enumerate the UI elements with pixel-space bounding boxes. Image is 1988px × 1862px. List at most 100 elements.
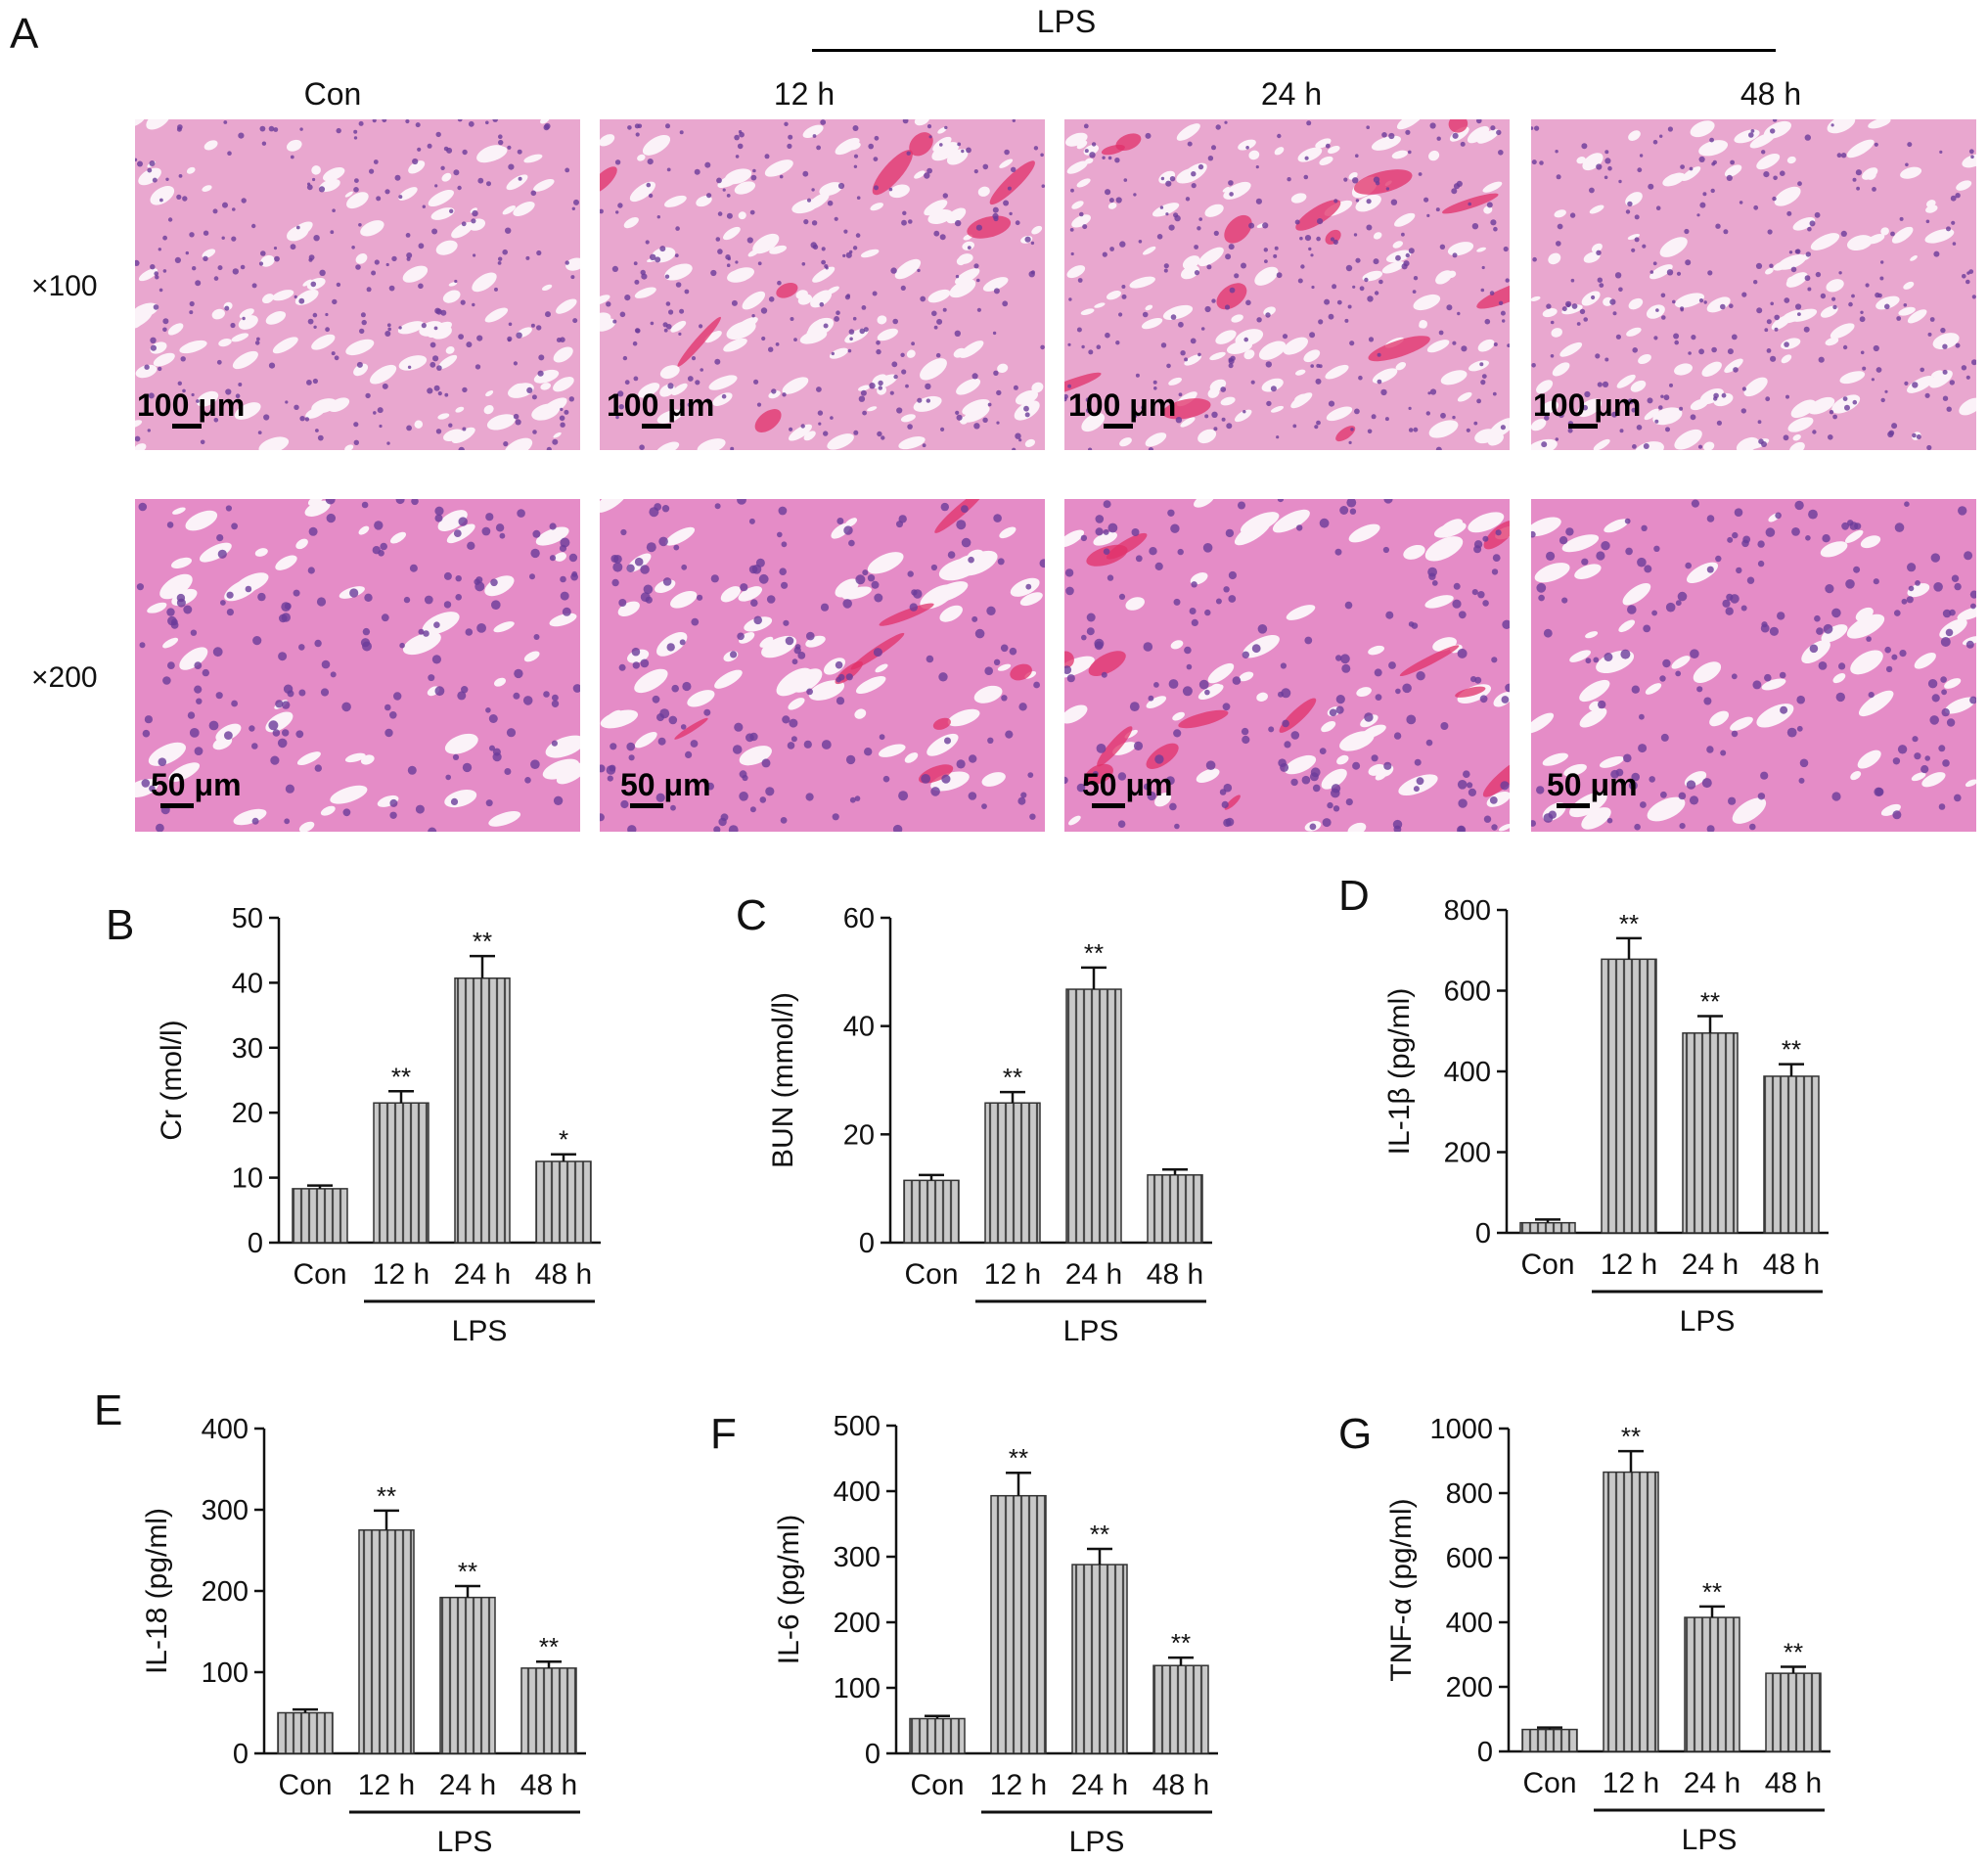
significance-mark: ** xyxy=(458,1557,477,1586)
micrograph-x200-48h xyxy=(1531,499,1976,832)
y-tick-label: 40 xyxy=(843,1012,875,1043)
bar-48h xyxy=(1763,1075,1820,1234)
x-tick-label: Con xyxy=(293,1258,346,1291)
x-tick-label: 48 h xyxy=(520,1769,577,1801)
bar-48h xyxy=(520,1667,577,1754)
y-tick-label: 30 xyxy=(232,1033,263,1065)
x-tick-label: 24 h xyxy=(1682,1249,1739,1281)
scale-bar-x200-con: 50 μm xyxy=(151,767,242,808)
group-label: LPS xyxy=(1069,1826,1125,1858)
x-tick-label: 24 h xyxy=(454,1258,511,1291)
x-tick-label: Con xyxy=(910,1769,964,1801)
x-tick-label: 12 h xyxy=(984,1258,1041,1291)
panel-a-letter: A xyxy=(10,10,39,58)
bar-48h xyxy=(1152,1664,1209,1754)
y-tick-label: 400 xyxy=(1444,1057,1491,1088)
scale-bar-label: 100 μm xyxy=(137,387,246,423)
chart-b: B 0 10 20 30 40 50 Cr (mol/l) Con ** 12 h ** 24 h * 48… xyxy=(106,901,601,1347)
scale-bar-x100-24h: 100 μm xyxy=(1068,387,1177,429)
y-tick-label: 200 xyxy=(1446,1672,1493,1703)
significance-mark: ** xyxy=(1171,1628,1191,1658)
x-tick-label: 12 h xyxy=(1603,1767,1659,1799)
significance-mark: ** xyxy=(1003,1063,1022,1092)
scale-bar-label: 50 μm xyxy=(1082,767,1173,802)
micrograph-x200-12h xyxy=(600,499,1045,832)
x-tick-label: 24 h xyxy=(1071,1769,1128,1801)
y-tick-label: 20 xyxy=(843,1119,875,1151)
panel-letter: D xyxy=(1338,872,1370,920)
scale-bar-line xyxy=(642,424,671,429)
x-tick-label: 48 h xyxy=(1765,1767,1822,1799)
significance-mark: ** xyxy=(473,927,492,956)
col-label-12h: 12 h xyxy=(773,76,836,112)
y-tick-label: 0 xyxy=(1477,1737,1493,1768)
y-tick-label: 600 xyxy=(1444,976,1491,1008)
col-label-con: Con xyxy=(303,76,362,112)
y-tick-label: 0 xyxy=(233,1739,248,1770)
x-tick-label: 48 h xyxy=(1147,1258,1203,1291)
significance-mark: ** xyxy=(1700,986,1720,1016)
significance-mark: ** xyxy=(1702,1577,1722,1607)
significance-mark: ** xyxy=(1621,1422,1641,1451)
panel-letter: E xyxy=(94,1386,122,1434)
scale-bar-line xyxy=(172,424,202,429)
scale-bar-line xyxy=(1557,803,1590,808)
y-tick-label: 200 xyxy=(1444,1138,1491,1169)
significance-mark: ** xyxy=(1619,909,1639,938)
significance-mark: ** xyxy=(539,1632,559,1661)
significance-mark: ** xyxy=(1782,1035,1801,1065)
y-tick-label: 800 xyxy=(1444,895,1491,927)
micrograph-x200-con xyxy=(135,499,580,832)
scale-bar-line xyxy=(160,803,194,808)
bar-con xyxy=(909,1717,966,1754)
group-label: LPS xyxy=(1682,1824,1738,1856)
micrograph-x100-24h xyxy=(1064,119,1510,450)
chart-g: G 0 200 400 600 800 1000 TNF-α (pg/ml) Con ** 12 h… xyxy=(1338,1410,1830,1856)
y-axis-label: IL-6 (pg/ml) xyxy=(773,1515,805,1664)
y-tick-label: 800 xyxy=(1446,1478,1493,1510)
bar-12h xyxy=(984,1102,1041,1244)
panel-letter: C xyxy=(736,891,767,939)
scale-bar-line xyxy=(1092,803,1125,808)
bar-24h xyxy=(1071,1564,1128,1754)
x-tick-label: 24 h xyxy=(1065,1258,1122,1291)
scale-bar-line xyxy=(630,803,663,808)
x-tick-label: 12 h xyxy=(358,1769,415,1801)
y-tick-label: 300 xyxy=(834,1542,881,1573)
y-tick-label: 10 xyxy=(232,1163,263,1195)
scale-bar-line xyxy=(1568,424,1598,429)
panel-letter: B xyxy=(106,901,134,949)
scale-bar-label: 100 μm xyxy=(1068,387,1177,423)
scale-bar-x200-48h: 50 μm xyxy=(1547,767,1638,808)
row-label-x200: ×200 xyxy=(31,661,98,694)
group-label: LPS xyxy=(1680,1305,1736,1338)
significance-mark: * xyxy=(559,1125,568,1155)
scale-bar-label: 50 μm xyxy=(620,767,711,802)
x-tick-label: 24 h xyxy=(439,1769,496,1801)
y-tick-label: 50 xyxy=(232,903,263,934)
bar-24h xyxy=(1682,1032,1739,1234)
bar-con xyxy=(1521,1728,1578,1752)
y-tick-label: 40 xyxy=(232,968,263,999)
y-axis-label: Cr (mol/l) xyxy=(156,1020,188,1140)
bar-12h xyxy=(990,1494,1047,1754)
bar-con xyxy=(277,1711,334,1754)
significance-mark: ** xyxy=(1009,1443,1028,1473)
bar-48h xyxy=(535,1160,592,1244)
panel-letter: F xyxy=(710,1410,737,1458)
y-axis-label: IL-18 (pg/ml) xyxy=(141,1508,173,1674)
bar-con xyxy=(292,1188,348,1244)
significance-mark: ** xyxy=(1090,1520,1109,1549)
y-tick-label: 60 xyxy=(843,903,875,934)
chart-d: D 0 200 400 600 800 IL-1β (pg/ml) Con ** 12 h ** 24… xyxy=(1338,872,1829,1338)
y-tick-label: 100 xyxy=(202,1658,248,1689)
group-label: LPS xyxy=(1063,1315,1119,1347)
chart-e: E 0 100 200 300 400 IL-18 (pg/ml) Con ** 12 h ** 24… xyxy=(94,1386,586,1858)
y-axis-label: BUN (mmol/l) xyxy=(767,992,799,1168)
scale-bar-label: 100 μm xyxy=(1533,387,1642,423)
x-tick-label: 24 h xyxy=(1684,1767,1740,1799)
y-tick-label: 0 xyxy=(865,1739,881,1770)
group-label: LPS xyxy=(452,1315,508,1347)
micrograph-x200-24h xyxy=(1064,499,1510,832)
